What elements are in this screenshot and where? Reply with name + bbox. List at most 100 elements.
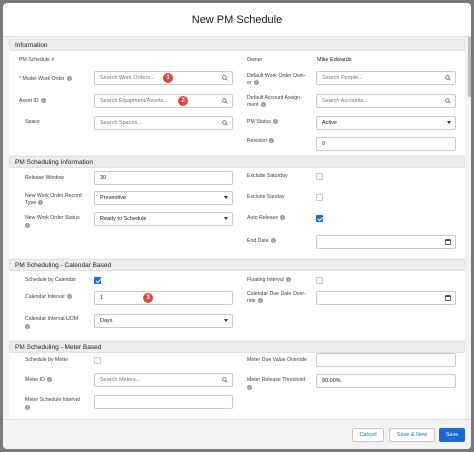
pm-schedule-number-label: PM Schedule # [19, 57, 55, 63]
revision-input[interactable]: 0 [316, 137, 456, 151]
meter-schedule-interval-input[interactable] [94, 395, 233, 409]
meter-id-input[interactable]: Search Meters... [94, 373, 233, 387]
chevron-down-icon [224, 319, 228, 322]
calendar-interval-label: Calendar Interval i [25, 294, 72, 301]
meter-based-panel: Schedule by Meter Meter ID i Search Meter… [9, 353, 465, 419]
exclude-saturday-label: Exclude Saturday [247, 173, 288, 179]
schedule-by-calendar-checkbox[interactable] [94, 277, 101, 284]
info-icon[interactable]: i [66, 294, 72, 300]
info-icon[interactable]: i [25, 223, 30, 228]
calendar-due-date-override-label-cont: ride i [247, 298, 263, 305]
info-icon[interactable]: i [40, 98, 46, 104]
schedule-by-meter-checkbox[interactable] [94, 357, 101, 364]
info-icon[interactable]: i [38, 200, 44, 206]
save-and-new-button[interactable]: Save & New [389, 428, 435, 442]
release-window-input[interactable]: 30 [94, 171, 233, 185]
info-icon[interactable]: i [270, 238, 276, 244]
floating-interval-label: Floating Interval i [247, 277, 291, 284]
calendar-due-date-override-input[interactable] [316, 291, 456, 305]
chevron-down-icon [447, 121, 451, 124]
modal-body[interactable]: Information PM Schedule # * Model Work O… [3, 37, 471, 419]
owner-label: Owner [247, 57, 263, 63]
info-icon[interactable]: i [25, 324, 30, 329]
info-icon[interactable]: i [46, 377, 52, 383]
auto-release-checkbox[interactable] [316, 215, 323, 222]
section-header-calendar-based[interactable]: PM Scheduling - Calendar Based [9, 259, 465, 271]
floating-interval-checkbox[interactable] [316, 277, 323, 284]
default-account-assignment-label: Default Account Assign- [247, 95, 302, 101]
default-work-order-owner-input[interactable]: Search People... [316, 71, 456, 85]
end-date-input[interactable] [316, 235, 456, 249]
callout-badge-1: 1 [163, 73, 173, 83]
calendar-based-panel: Schedule by Calendar Calendar Interval i … [9, 271, 465, 340]
space-input[interactable]: Search Spaces... [94, 116, 233, 130]
release-window-label: Release Window [25, 175, 64, 181]
info-icon[interactable]: i [257, 298, 263, 304]
search-icon [222, 98, 228, 104]
section-title-meter-based: PM Scheduling - Meter Based [15, 344, 102, 351]
search-icon [445, 75, 451, 81]
section-title-information: Information [15, 42, 48, 49]
new-wo-record-type-select[interactable]: Preventive [94, 191, 233, 205]
calendar-interval-uom-select[interactable]: Days [94, 314, 233, 328]
section-header-meter-based[interactable]: PM Scheduling - Meter Based [9, 341, 465, 353]
info-icon[interactable]: i [66, 76, 72, 82]
section-calendar-based: PM Scheduling - Calendar Based Schedule … [9, 259, 465, 340]
chevron-down-icon [224, 196, 228, 199]
info-icon[interactable]: i [272, 119, 278, 125]
new-wo-status-label: New Work Order Status [25, 215, 80, 221]
default-account-assignment-input[interactable]: Search Accounts... [316, 94, 456, 108]
new-wo-record-type-label: New Work Order Record [25, 193, 82, 199]
schedule-by-meter-label: Schedule by Meter [25, 357, 69, 363]
info-icon[interactable]: i [253, 80, 259, 86]
space-label: Space [25, 119, 40, 125]
meter-schedule-interval-label: Meter Schedule Interval [25, 397, 80, 403]
section-header-scheduling-information[interactable]: PM Scheduling Information [9, 156, 465, 168]
search-icon [222, 120, 228, 126]
search-icon [445, 98, 451, 104]
scheduling-information-panel: Release Window 30 New Work Order Record … [9, 168, 465, 258]
meter-due-value-override-input[interactable] [316, 353, 456, 367]
modal-title: New PM Schedule [191, 13, 283, 26]
calendar-interval-input[interactable]: 1 [94, 291, 233, 305]
default-account-assignment-label-cont: ment i [247, 102, 266, 109]
info-icon[interactable]: i [25, 405, 30, 410]
section-header-information[interactable]: Information [9, 39, 465, 51]
end-date-label: End Date i [247, 238, 276, 245]
new-wo-status-select[interactable]: Ready to Schedule [94, 212, 233, 226]
meter-due-value-override-label: Meter Due Value Override [247, 357, 307, 363]
info-icon[interactable]: i [247, 385, 252, 390]
info-icon[interactable]: i [260, 102, 266, 108]
calendar-icon[interactable] [445, 295, 451, 301]
meter-id-label: Meter ID i [25, 377, 52, 384]
search-icon [222, 377, 228, 383]
scrollbar[interactable] [468, 37, 471, 97]
section-title-scheduling-information: PM Scheduling Information [15, 159, 94, 166]
default-work-order-owner-label: Default Work Order Own- [247, 73, 306, 79]
info-icon[interactable]: i [280, 215, 286, 221]
section-title-calendar-based: PM Scheduling - Calendar Based [15, 262, 112, 269]
pm-status-select[interactable]: Active [316, 116, 456, 130]
schedule-by-calendar-label: Schedule by Calendar [25, 277, 77, 283]
asset-id-label: Asset ID i [19, 98, 46, 105]
info-icon[interactable]: i [285, 277, 291, 283]
calendar-icon[interactable] [445, 239, 451, 245]
section-meter-based: PM Scheduling - Meter Based Schedule by … [9, 341, 465, 419]
meter-release-threshold-input[interactable]: 90.00% [316, 374, 456, 388]
meter-release-threshold-label: Meter Release Threshold [247, 377, 306, 383]
exclude-sunday-checkbox[interactable] [316, 194, 323, 201]
new-wo-record-type-label-cont: Type i [25, 200, 44, 207]
save-button[interactable]: Save [439, 428, 465, 442]
calendar-interval-uom-label: Calendar Interval UOM [25, 316, 79, 322]
owner-value: Mike Edwards [317, 57, 352, 63]
auto-release-label: Auto Release i [247, 215, 286, 222]
exclude-saturday-checkbox[interactable] [316, 173, 323, 180]
pm-status-label: PM Status i [247, 119, 278, 126]
new-pm-schedule-modal: New PM Schedule Information PM Schedule … [3, 3, 471, 449]
modal-footer: Cancel Save & New Save [3, 419, 471, 449]
calendar-due-date-override-label: Calendar Due Date Over- [247, 291, 306, 297]
default-work-order-owner-label-cont: er i [247, 80, 259, 87]
cancel-button[interactable]: Cancel [352, 428, 384, 442]
asset-id-input[interactable]: Search Equipment/Assets... [94, 94, 233, 108]
info-icon[interactable]: i [268, 138, 274, 144]
